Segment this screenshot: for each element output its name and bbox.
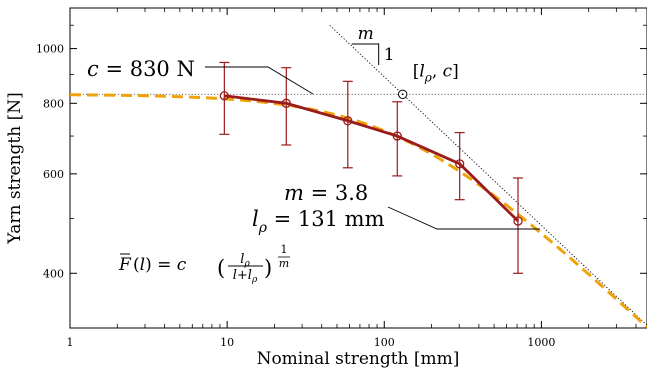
measured-line [224,94,520,223]
axis-ticks: 1 10 100 1000 400 600 800 1000 [36,8,647,349]
fit-formula: F (l) = c ( lρl+lρ) 1m [118,243,290,285]
fit-curve-line [69,93,647,329]
data-point [219,91,229,101]
y-axis-title: Yarn strength [N] [5,92,25,244]
measured-series [219,61,524,274]
x-tick-label: 10 [220,336,234,349]
c-leader [205,66,314,95]
plot-frame [69,7,647,329]
x-tick-label: 1000 [527,336,555,349]
data-point [281,98,291,108]
lrho-label: lρ = 131 mm [252,207,385,236]
formula-numerator: lρ [240,252,250,269]
x-tick-label: 100 [374,336,395,349]
formula-lhs: (l) = c [133,255,187,275]
m-label: m = 3.8 [284,181,368,205]
data-point [513,216,523,226]
formula-paren-right: ) [264,256,272,280]
formula-denominator: l+lρ [233,268,258,285]
formula-exp-den: m [279,257,289,270]
slope-m-label: m [358,24,374,44]
intersection-label: [lρ, c] [413,61,459,84]
reference-lines [70,24,647,326]
power-law-asymptote [329,24,647,326]
slope-triangle [351,43,380,65]
fit-curve [69,93,647,329]
x-axis-title: Nominal strength [mm] [257,349,460,369]
annotations: [lρ, c]m1c = 830 Nm = 3.8lρ = 131 mmF (l… [87,24,540,285]
slope-one-label: 1 [384,45,395,65]
intersection-center [401,93,404,96]
x-tick-label: 1 [67,336,74,349]
formula-F: F [118,255,132,275]
c-label: c = 830 N [87,57,195,81]
formula-paren-left: ( [217,256,225,280]
formula-exp-num: 1 [281,243,288,256]
data-point [392,131,402,141]
y-tick-label: 1000 [36,43,64,56]
y-tick-label: 600 [43,168,64,181]
data-point [343,116,353,126]
m-leader [387,206,540,230]
y-tick-label: 400 [43,267,64,280]
data-point [455,159,465,169]
y-tick-label: 800 [43,97,64,110]
